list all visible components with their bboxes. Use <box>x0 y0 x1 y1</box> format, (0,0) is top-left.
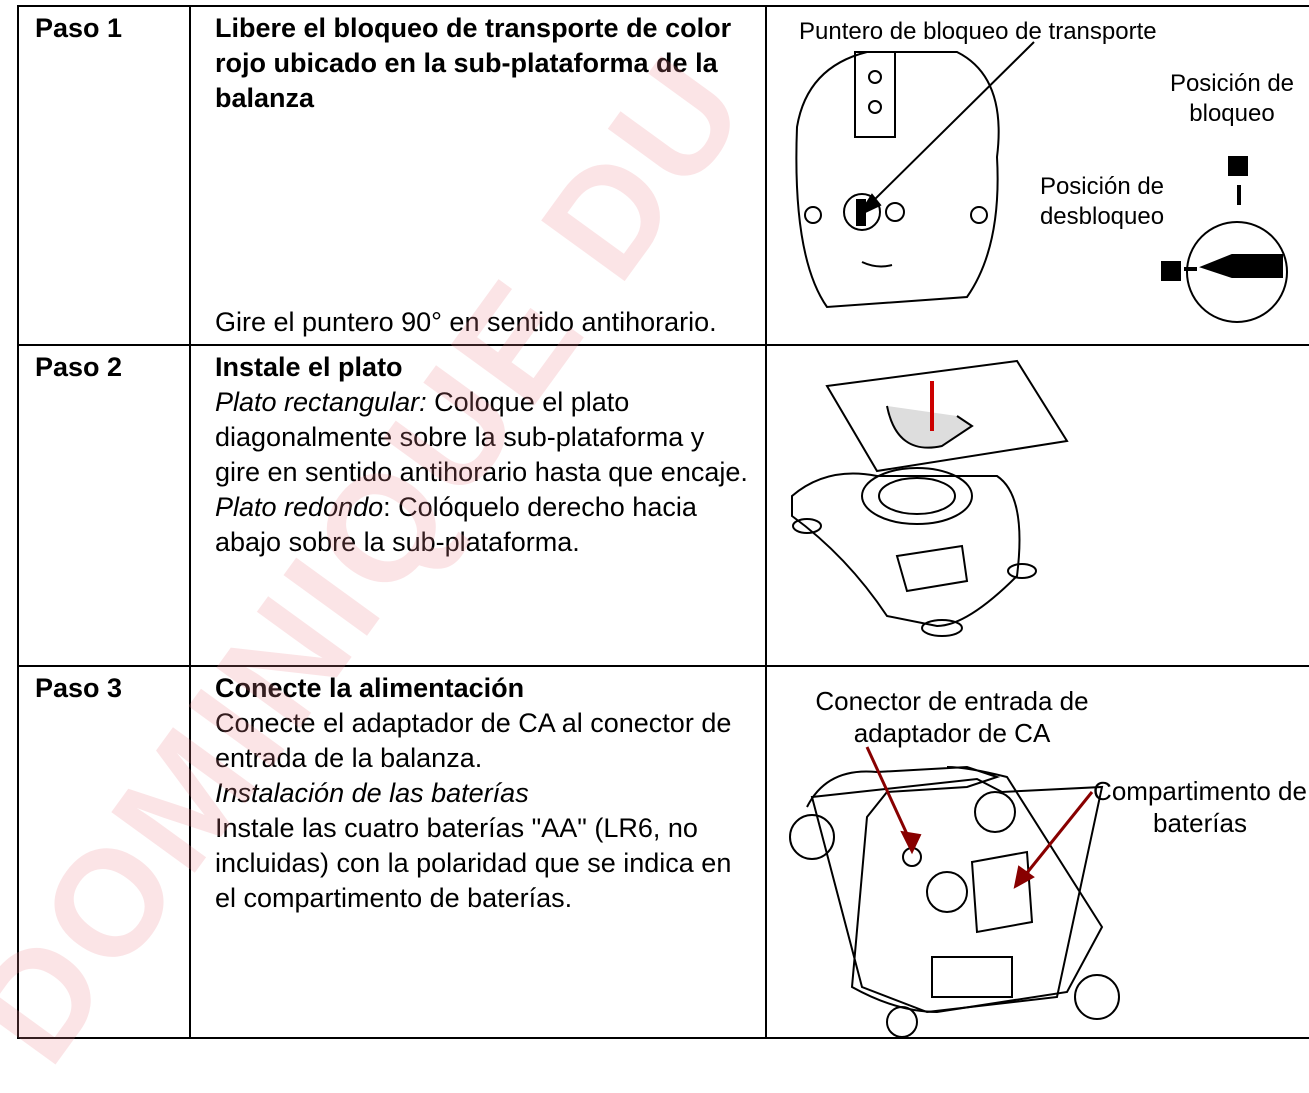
text: Gire el puntero 90° en sentido antihorar… <box>215 307 717 337</box>
instructions: Instale el plato Plato rectangular: Colo… <box>189 344 767 667</box>
paragraph: Conecte el adaptador de CA al conector d… <box>215 706 749 776</box>
lock-diagram <box>795 41 1288 323</box>
text: Coloque el plato diagonalmente sobre la … <box>215 387 748 487</box>
step: Paso 1 <box>17 5 191 346</box>
step-title: Conecte la alimentación <box>215 673 525 703</box>
italic-text: Plato redondo <box>215 492 384 522</box>
row: Paso 1 Libere el bloqueo de transporte d… <box>17 5 1309 346</box>
step-title: Instale el plato <box>215 352 403 382</box>
row: Paso 2 Instale el plato Plato rectangula… <box>17 344 1309 667</box>
instructions: Libere el bloqueo de transporte de color… <box>189 5 767 346</box>
figure-label: Posición de desbloqueo <box>1039 173 1165 230</box>
figure-label: Compartimento de baterías <box>1093 776 1307 838</box>
figure-box: Puntero de bloqueo de transporte Posició… <box>767 7 1309 344</box>
text: Conecte el adaptador de CA al conector d… <box>215 708 732 773</box>
scale-bottom-diagram <box>789 746 1120 1037</box>
steps-table: Paso 1 Libere el bloqueo de transporte d… <box>17 5 1309 1039</box>
figure-label: Puntero de bloqueo de transporte <box>799 18 1157 45</box>
body: Gire el puntero 90° en sentido antihorar… <box>215 305 749 340</box>
paragraph: Plato redondo: Colóquelo derecho hacia a… <box>215 490 749 560</box>
figure: Conector de entrada de adaptador de CA C… <box>765 665 1309 1039</box>
row: Paso 3 Conecte la alimentación Conecte e… <box>17 665 1309 1039</box>
step-title: Libere el bloqueo de transporte de color… <box>215 13 732 113</box>
page: Paso 1 Libere el bloqueo de transporte d… <box>0 5 1309 1092</box>
paragraph: Instalación de las baterías <box>215 776 749 811</box>
italic-text: Plato rectangular: <box>215 387 427 417</box>
scale-diagram <box>791 359 1069 637</box>
text: : Colóquelo derecho hacia abajo sobre la… <box>215 492 697 557</box>
body: Plato rectangular: Coloque el plato diag… <box>215 385 749 560</box>
text: Instale las cuatro baterías "AA" (LR6, n… <box>215 813 732 913</box>
figure <box>765 344 1309 667</box>
figure-label: Posición de bloqueo <box>1169 70 1295 127</box>
body: Conecte el adaptador de CA al conector d… <box>215 706 749 916</box>
paragraph: Gire el puntero 90° en sentido antihorar… <box>215 305 749 340</box>
step: Paso 3 <box>17 665 191 1039</box>
instructions: Conecte la alimentación Conecte el adapt… <box>189 665 767 1039</box>
figure: Puntero de bloqueo de transporte Posició… <box>765 5 1309 346</box>
paragraph: Plato rectangular: Coloque el plato diag… <box>215 385 749 490</box>
step: Paso 2 <box>17 344 191 667</box>
figure-label: Conector de entrada de adaptador de CA <box>815 686 1089 748</box>
italic-text: Instalación de las baterías <box>215 778 529 808</box>
paragraph: Instale las cuatro baterías "AA" (LR6, n… <box>215 811 749 916</box>
figure-box: Conector de entrada de adaptador de CA C… <box>767 667 1309 1037</box>
